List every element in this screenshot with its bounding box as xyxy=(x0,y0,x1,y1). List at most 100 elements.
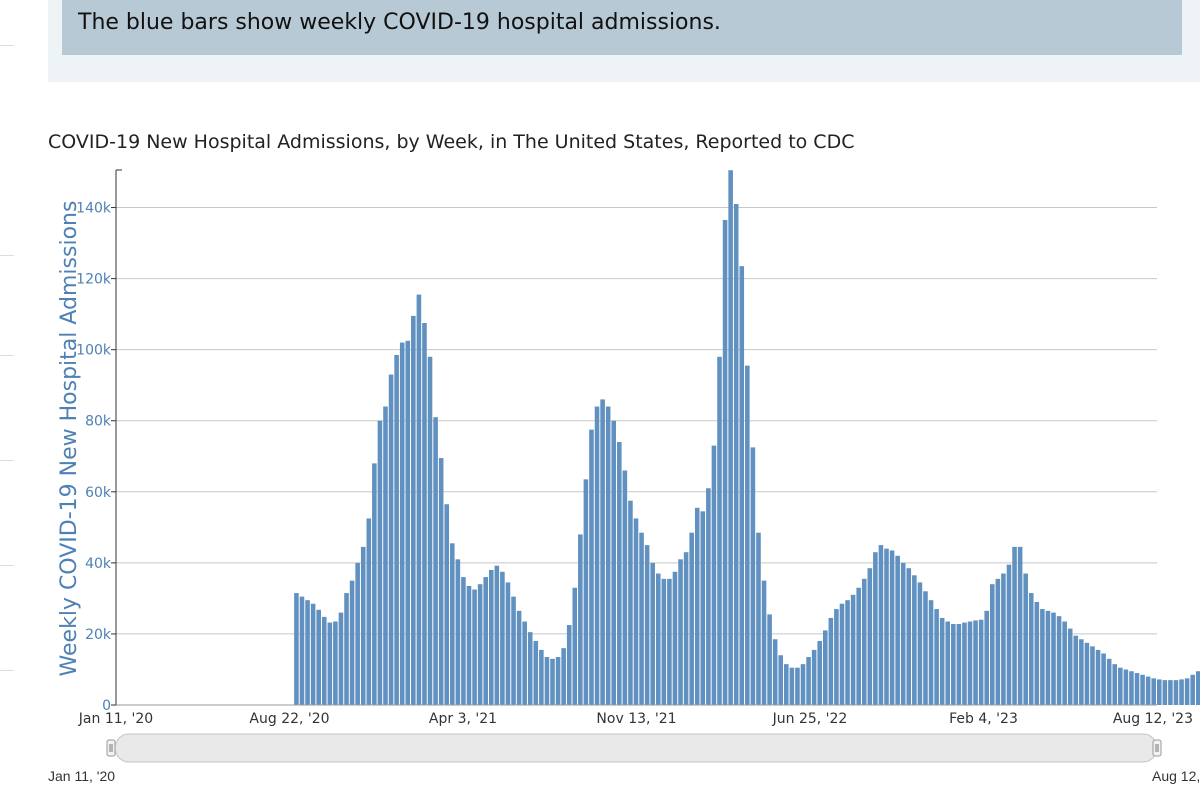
bar[interactable] xyxy=(750,447,756,705)
bar[interactable] xyxy=(411,315,416,705)
bar[interactable] xyxy=(845,600,850,705)
bar[interactable] xyxy=(867,568,873,705)
bar[interactable] xyxy=(1084,642,1090,705)
bar[interactable] xyxy=(1145,676,1151,705)
bar[interactable] xyxy=(605,406,611,705)
bar[interactable] xyxy=(321,616,327,705)
bar[interactable] xyxy=(1190,674,1195,705)
bar[interactable] xyxy=(733,203,739,706)
bar[interactable] xyxy=(1112,664,1118,705)
bar[interactable] xyxy=(455,559,461,705)
bar[interactable] xyxy=(544,657,550,705)
navigator-right-handle[interactable] xyxy=(1152,739,1162,757)
bar[interactable] xyxy=(722,219,728,705)
bar[interactable] xyxy=(962,622,967,705)
bar[interactable] xyxy=(522,621,527,706)
bar[interactable] xyxy=(511,596,516,705)
bar[interactable] xyxy=(533,641,539,705)
bar[interactable] xyxy=(912,575,917,705)
bar[interactable] xyxy=(789,667,795,705)
bar[interactable] xyxy=(644,545,650,705)
bar[interactable] xyxy=(1123,669,1129,705)
bar[interactable] xyxy=(850,594,856,705)
bar[interactable] xyxy=(461,577,466,705)
bar[interactable] xyxy=(1151,678,1156,705)
bar[interactable] xyxy=(856,587,861,705)
bar[interactable] xyxy=(884,548,889,705)
bar[interactable] xyxy=(500,571,505,705)
bar[interactable] xyxy=(889,550,895,705)
bar[interactable] xyxy=(366,518,372,705)
bar[interactable] xyxy=(1012,546,1017,705)
bar[interactable] xyxy=(628,500,633,705)
bar[interactable] xyxy=(1095,649,1101,705)
bar[interactable] xyxy=(633,518,639,705)
bar[interactable] xyxy=(488,569,494,705)
bar[interactable] xyxy=(934,609,939,705)
bar[interactable] xyxy=(989,584,995,705)
bar[interactable] xyxy=(427,356,433,705)
navigator-track[interactable] xyxy=(114,733,1158,763)
bar[interactable] xyxy=(583,479,589,705)
navigator-left-handle[interactable] xyxy=(106,739,116,757)
bar[interactable] xyxy=(1079,639,1084,705)
bar[interactable] xyxy=(1056,616,1062,705)
bar[interactable] xyxy=(717,356,722,705)
bar[interactable] xyxy=(661,578,667,705)
bar[interactable] xyxy=(527,632,533,705)
bar[interactable] xyxy=(667,578,672,705)
bar[interactable] xyxy=(589,429,594,705)
bar[interactable] xyxy=(383,406,388,705)
bar[interactable] xyxy=(477,584,483,705)
bar[interactable] xyxy=(1195,671,1200,705)
bar[interactable] xyxy=(906,568,912,705)
bar[interactable] xyxy=(578,534,583,705)
bar[interactable] xyxy=(900,562,906,705)
bar[interactable] xyxy=(516,610,522,705)
bar[interactable] xyxy=(355,562,360,705)
bar[interactable] xyxy=(1051,612,1056,705)
bar[interactable] xyxy=(438,458,444,705)
bar[interactable] xyxy=(689,532,694,705)
bar[interactable] xyxy=(377,420,383,705)
bar[interactable] xyxy=(561,648,566,705)
bar[interactable] xyxy=(973,620,978,705)
bar[interactable] xyxy=(1023,573,1028,705)
bar[interactable] xyxy=(928,600,934,705)
bar[interactable] xyxy=(945,621,951,706)
bar[interactable] xyxy=(494,565,500,705)
bar[interactable] xyxy=(772,639,778,705)
bar[interactable] xyxy=(1028,593,1034,705)
bar[interactable] xyxy=(333,621,338,706)
bar[interactable] xyxy=(878,545,884,705)
bar[interactable] xyxy=(655,573,661,705)
bar[interactable] xyxy=(728,170,733,706)
bar[interactable] xyxy=(1140,674,1145,705)
bar[interactable] xyxy=(706,488,711,705)
bar[interactable] xyxy=(622,470,628,705)
bar[interactable] xyxy=(472,589,477,705)
bar[interactable] xyxy=(806,657,811,705)
bar[interactable] xyxy=(344,593,349,705)
bar[interactable] xyxy=(700,511,706,705)
bar[interactable] xyxy=(828,617,834,705)
bar[interactable] xyxy=(672,571,678,705)
bar[interactable] xyxy=(338,612,344,705)
bar[interactable] xyxy=(1045,610,1051,705)
bar[interactable] xyxy=(817,641,822,705)
bar[interactable] xyxy=(444,504,450,705)
bar[interactable] xyxy=(1001,573,1006,705)
bar[interactable] xyxy=(1129,671,1134,705)
bar[interactable] xyxy=(761,580,767,705)
bar[interactable] xyxy=(1034,601,1040,705)
bar[interactable] xyxy=(360,546,366,705)
bar[interactable] xyxy=(1157,679,1162,705)
bar[interactable] xyxy=(594,406,600,705)
bar[interactable] xyxy=(861,578,867,705)
bar[interactable] xyxy=(784,664,789,705)
bar[interactable] xyxy=(399,342,405,705)
bar[interactable] xyxy=(1106,658,1112,705)
bar[interactable] xyxy=(1173,680,1179,705)
bar[interactable] xyxy=(895,555,900,705)
bar[interactable] xyxy=(416,294,422,705)
